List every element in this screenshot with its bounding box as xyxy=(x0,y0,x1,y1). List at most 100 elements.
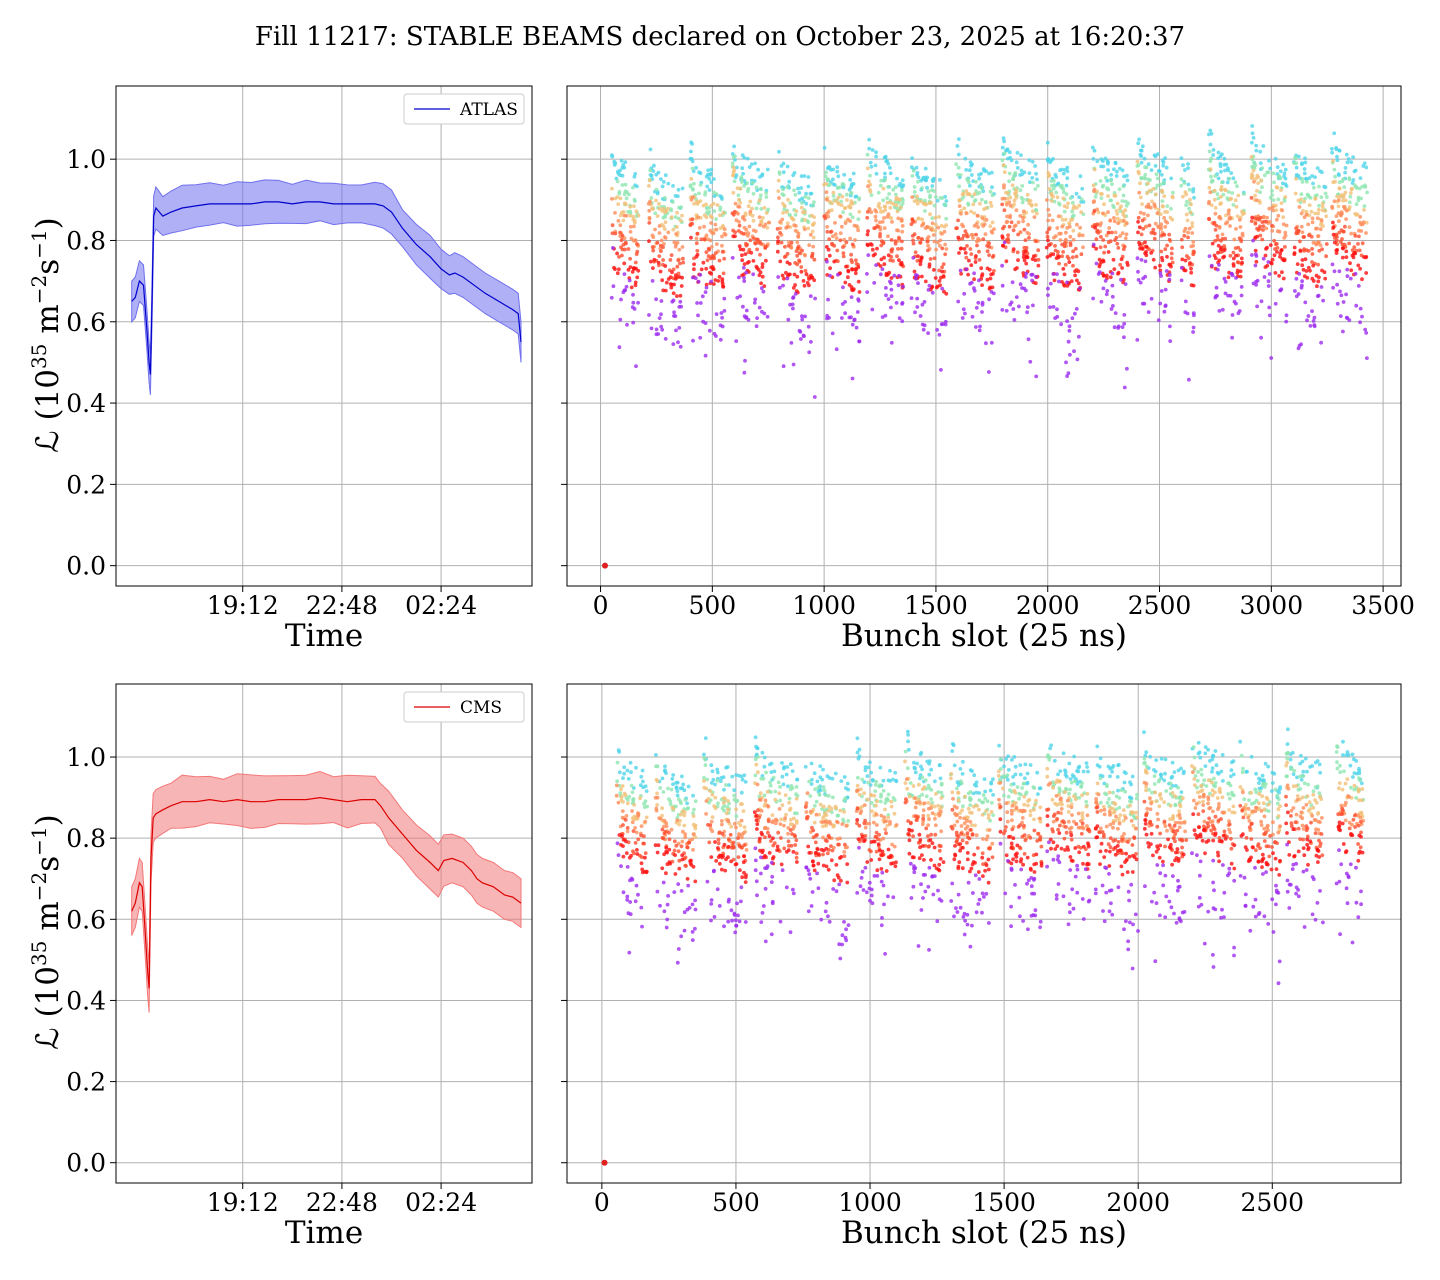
bunch-point xyxy=(882,902,886,907)
bunch-point xyxy=(844,927,848,932)
bunch-point xyxy=(1337,148,1342,153)
bunch-point xyxy=(1345,267,1350,272)
bunch-point xyxy=(1236,193,1241,198)
bunch-point xyxy=(666,277,671,281)
bunch-point xyxy=(716,279,721,283)
bunch-point xyxy=(1004,801,1009,806)
bunch-point xyxy=(1237,217,1242,222)
bunch-point xyxy=(723,796,727,801)
bunch-point xyxy=(998,805,1003,809)
bunch-point xyxy=(1362,208,1366,212)
bunch-point xyxy=(759,219,763,224)
bunch-point xyxy=(977,172,981,177)
bunch-point xyxy=(1145,191,1149,196)
bunch-point xyxy=(889,287,894,292)
bunch-point xyxy=(791,362,796,367)
bunch-point xyxy=(841,251,846,256)
bunch-point xyxy=(719,779,723,783)
bunch-point xyxy=(705,879,710,884)
bunch-point xyxy=(888,768,892,773)
bunch-point xyxy=(1357,248,1362,253)
bunch-point xyxy=(1304,209,1309,214)
bunch-point xyxy=(926,243,930,248)
bunch-point xyxy=(654,808,659,813)
bunch-point xyxy=(1092,199,1096,204)
bunch-point xyxy=(1250,140,1254,145)
bunch-point xyxy=(811,828,816,833)
bunch-point xyxy=(1270,257,1275,262)
bunch-point xyxy=(1071,237,1076,242)
bunch-point xyxy=(1119,204,1123,209)
bunch-point xyxy=(724,857,728,862)
bunch-point xyxy=(876,842,881,846)
bunch-point xyxy=(986,880,991,885)
bunch-point xyxy=(1261,256,1266,261)
bunch-point xyxy=(1033,258,1038,262)
bunch-point xyxy=(957,860,962,865)
bunch-point xyxy=(1341,300,1346,304)
bunch-point xyxy=(910,828,914,833)
bunch-point xyxy=(689,177,694,181)
bunch-point xyxy=(720,197,724,201)
bunch-point xyxy=(703,321,708,325)
bunch-point xyxy=(669,253,674,257)
bunch-point xyxy=(660,813,664,818)
bunch-point xyxy=(1036,248,1041,253)
bunch-point xyxy=(1160,204,1165,208)
bunch-point xyxy=(1018,188,1023,193)
bunch-point xyxy=(989,204,994,208)
bunch-point xyxy=(812,257,817,262)
bunch-point xyxy=(875,868,880,873)
bunch-point xyxy=(709,763,714,768)
bunch-point xyxy=(618,230,622,235)
bunch-point xyxy=(1149,251,1154,255)
bunch-point xyxy=(615,841,620,846)
bunch-point xyxy=(841,245,845,250)
bunch-point xyxy=(804,865,809,870)
bunch-point xyxy=(619,864,623,868)
bunch-point xyxy=(1143,259,1148,264)
bunch-point xyxy=(613,231,618,236)
bunch-point xyxy=(1169,256,1174,261)
bunch-point xyxy=(845,198,849,202)
bunch-point xyxy=(1036,183,1040,188)
bunch-point xyxy=(1109,307,1114,311)
bunch-point xyxy=(763,939,768,944)
bunch-point xyxy=(616,202,621,207)
bunch-point xyxy=(808,794,813,798)
bunch-point xyxy=(937,868,942,873)
bunch-point xyxy=(1302,171,1307,176)
bunch-point xyxy=(1143,165,1147,170)
bunch-point xyxy=(660,806,664,811)
bunch-point xyxy=(1250,215,1255,220)
bunch-point xyxy=(882,155,887,160)
bunch-point xyxy=(709,855,714,859)
bunch-point xyxy=(834,347,839,352)
bunch-point xyxy=(1049,179,1054,183)
bunch-point xyxy=(1258,201,1262,205)
bunch-point xyxy=(1358,215,1363,219)
bunch-point xyxy=(636,814,641,818)
bunch-point xyxy=(989,229,994,234)
bunch-point xyxy=(617,267,621,272)
bunch-point xyxy=(1209,174,1213,179)
bunch-point xyxy=(961,845,965,850)
bunch-point xyxy=(710,265,715,269)
bunch-point xyxy=(865,860,870,864)
bunch-point xyxy=(929,797,933,801)
bunch-point xyxy=(1062,272,1067,277)
bunch-point xyxy=(1048,305,1052,310)
bunch-point xyxy=(869,193,874,198)
bunch-point xyxy=(1357,186,1362,191)
bunch-point xyxy=(1330,150,1334,155)
bunch-point xyxy=(808,294,813,298)
bunch-point xyxy=(868,783,873,787)
bunch-point xyxy=(1143,224,1148,229)
bunch-point xyxy=(1358,320,1362,325)
bunch-point xyxy=(1186,235,1190,240)
bunch-point xyxy=(778,785,782,789)
bunch-point xyxy=(714,334,718,338)
bunch-point xyxy=(1332,240,1337,245)
bunch-point xyxy=(616,219,621,223)
bunch-point xyxy=(1275,217,1279,222)
